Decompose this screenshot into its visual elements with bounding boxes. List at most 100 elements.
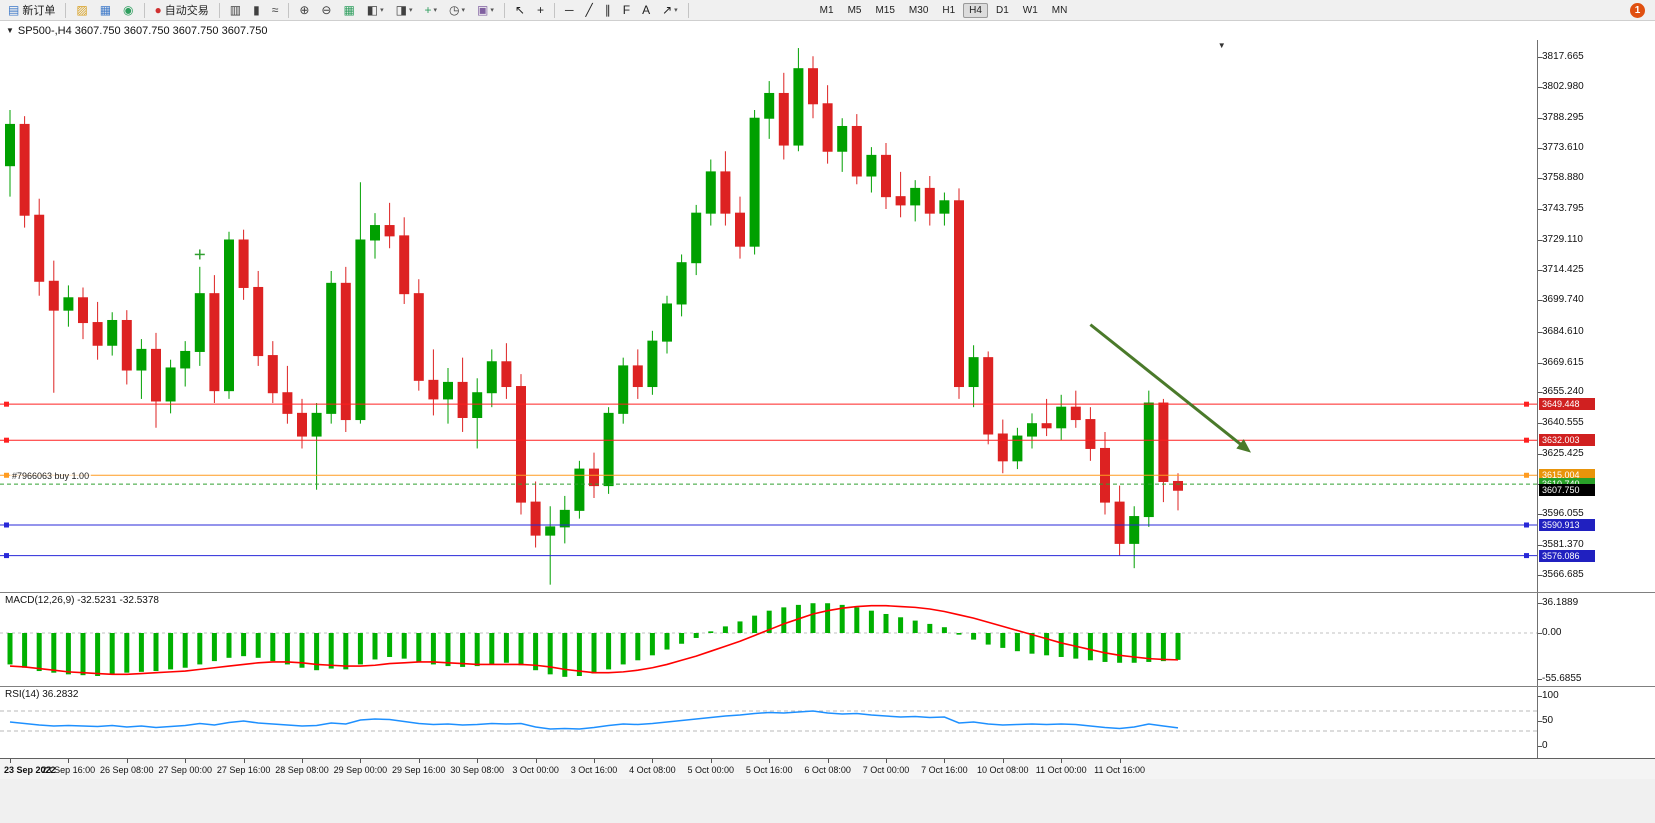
time-axis[interactable]: 23 Sep 2022 23 Sep 16:00 26 Sep 08:00 27 Se…	[0, 758, 1655, 779]
price-axis-label: 3773.610	[1542, 141, 1584, 153]
time-axis-tick	[360, 759, 362, 763]
trend-arrow[interactable]	[1089, 323, 1245, 448]
cascade-windows-icon-glyph: ◧	[366, 3, 379, 17]
navigator-icon-glyph: ◉	[123, 3, 134, 17]
timeframe-m5[interactable]: M5	[847, 4, 862, 16]
trendline-icon[interactable]: ╱	[580, 0, 597, 20]
time-axis-tick	[10, 759, 11, 763]
macd-svg[interactable]	[0, 593, 1537, 687]
toolbar-separator	[218, 2, 220, 18]
zoom-out-icon[interactable]: ⊖	[316, 0, 336, 20]
rsi-plot[interactable]: RSI(14) 36.2832	[0, 687, 1537, 758]
chevron-down-icon[interactable]: ▾	[461, 7, 466, 14]
toolbar-separator	[553, 2, 555, 18]
timeframe-m15[interactable]: M15	[875, 4, 895, 16]
arrows-tool-icon-glyph: ↗	[662, 3, 673, 17]
macd-axis-label: 36.1889	[1542, 597, 1579, 609]
zoom-in-icon-glyph: ⊕	[299, 3, 310, 17]
time-axis-label: 4 Oct 08:00	[629, 765, 676, 775]
autotrading-button[interactable]: ● 自动交易	[150, 0, 214, 20]
timeframe-m30[interactable]: M30	[908, 4, 929, 16]
timeframe-h4[interactable]: H4	[963, 2, 988, 18]
equidistant-channel-icon-glyph: ∥	[604, 3, 611, 17]
timeframe-m1[interactable]: M1	[819, 4, 834, 16]
horizontal-line-icon[interactable]: ─	[560, 0, 579, 20]
chevron-down-icon[interactable]: ▾	[380, 7, 384, 14]
time-axis-label: 29 Sep 16:00	[392, 765, 446, 775]
rsi-svg[interactable]	[0, 687, 1537, 759]
price-axis-label: 3729.110	[1542, 233, 1583, 245]
macd-plot[interactable]: MACD(12,26,9) -32.5231 -32.5378	[0, 593, 1537, 686]
market-watch-icon[interactable]: ▦	[95, 0, 116, 20]
price-axis-label: 3625.425	[1542, 447, 1584, 459]
price-axis-tick	[1538, 147, 1542, 149]
tile-windows-icon[interactable]: ▦	[338, 0, 359, 20]
timeframe-mn[interactable]: MN	[1051, 4, 1068, 16]
chevron-down-icon[interactable]: ▾	[490, 7, 494, 14]
new-order-button[interactable]: ▤ 新订单	[3, 0, 60, 20]
chart-shift-icon[interactable]: ▼	[1217, 41, 1226, 50]
template-icon[interactable]: ▣ ▾	[472, 0, 499, 20]
candlestick-icon[interactable]: ▮	[248, 0, 265, 20]
rsi-axis-tick	[1538, 746, 1542, 747]
price-line-badge: 3576.086	[1539, 549, 1595, 562]
arrows-tool-icon[interactable]: ↗ ▾	[657, 0, 683, 20]
time-axis-label: 27 Sep 00:00	[158, 765, 212, 775]
zoom-out-icon-glyph: ⊖	[321, 3, 332, 17]
current-price-badge: 3607.750	[1539, 484, 1595, 497]
add-indicator-icon-glyph: +	[424, 3, 432, 17]
navigator-icon[interactable]: ◉	[118, 0, 138, 20]
price-axis-tick	[1538, 392, 1542, 394]
time-axis-tick	[535, 759, 537, 763]
fibonacci-icon[interactable]: F	[618, 0, 635, 20]
equidistant-channel-icon[interactable]: ∥	[600, 0, 616, 20]
chevron-down-icon[interactable]: ▾	[674, 7, 678, 14]
time-axis-label: 26 Sep 08:00	[100, 765, 154, 775]
trendline-icon-glyph: ╱	[585, 3, 593, 17]
chevron-down-icon[interactable]: ▾	[408, 7, 413, 14]
price-chart[interactable]: #7966063 buy 1.00 ▼	[0, 40, 1537, 592]
zoom-in-icon[interactable]: ⊕	[294, 0, 314, 20]
bar-chart-icon[interactable]: ▥	[225, 0, 246, 20]
chevron-down-icon[interactable]: ▾	[433, 7, 438, 14]
rsi-axis-label: 100	[1542, 690, 1559, 701]
period-icon[interactable]: ◷ ▾	[444, 0, 470, 20]
notification-badge[interactable]: 1	[1630, 3, 1645, 18]
timeframe-d1[interactable]: D1	[995, 4, 1009, 16]
charts-profile-icon[interactable]: ▨	[71, 0, 92, 20]
price-axis[interactable]: 3817.665 3802.980 3788.295 3773.610 3758.880…	[1537, 40, 1655, 592]
time-axis-tick	[126, 759, 128, 763]
line-chart-icon[interactable]: ≈	[267, 0, 284, 20]
crosshair-icon-glyph: +	[536, 3, 544, 17]
price-axis-label: 3699.740	[1542, 294, 1584, 306]
time-axis-tick	[594, 759, 595, 763]
time-axis-label: 10 Oct 08:00	[977, 765, 1029, 775]
arrange-windows-icon[interactable]: ◨ ▾	[391, 0, 418, 20]
toolbar-separator	[143, 2, 145, 18]
cascade-windows-icon[interactable]: ◧ ▾	[362, 0, 389, 20]
autotrading-button-label: 自动交易	[164, 5, 209, 17]
time-axis-tick	[652, 759, 654, 763]
time-axis-tick	[418, 759, 420, 763]
collapse-icon[interactable]: ▼	[6, 26, 14, 35]
timeframe-h1[interactable]: H1	[942, 4, 956, 16]
period-icon-glyph: ◷	[449, 3, 460, 17]
macd-axis-tick	[1538, 603, 1542, 605]
price-chart-svg[interactable]	[0, 40, 1537, 592]
text-tool-icon[interactable]: A	[637, 0, 655, 20]
price-axis-label: 3669.615	[1542, 356, 1584, 368]
timeframe-w1[interactable]: W1	[1022, 4, 1038, 16]
price-axis-tick	[1538, 514, 1542, 516]
time-axis-tick	[827, 759, 829, 763]
time-axis-label: 28 Sep 08:00	[275, 765, 329, 775]
time-axis-label: 23 Sep 2022	[4, 765, 56, 775]
crosshair-icon[interactable]: +	[532, 0, 549, 20]
price-axis-tick	[1538, 422, 1542, 424]
add-indicator-icon[interactable]: + ▾	[420, 0, 443, 20]
cursor-icon[interactable]: ↖	[510, 0, 530, 20]
price-line-badge: 3632.003	[1539, 434, 1595, 447]
position-label[interactable]: #7966063 buy 1.00	[10, 471, 92, 482]
price-axis-label: 3566.685	[1542, 569, 1584, 580]
rsi-axis-tick	[1538, 721, 1542, 722]
toolbar-separator	[503, 2, 505, 18]
